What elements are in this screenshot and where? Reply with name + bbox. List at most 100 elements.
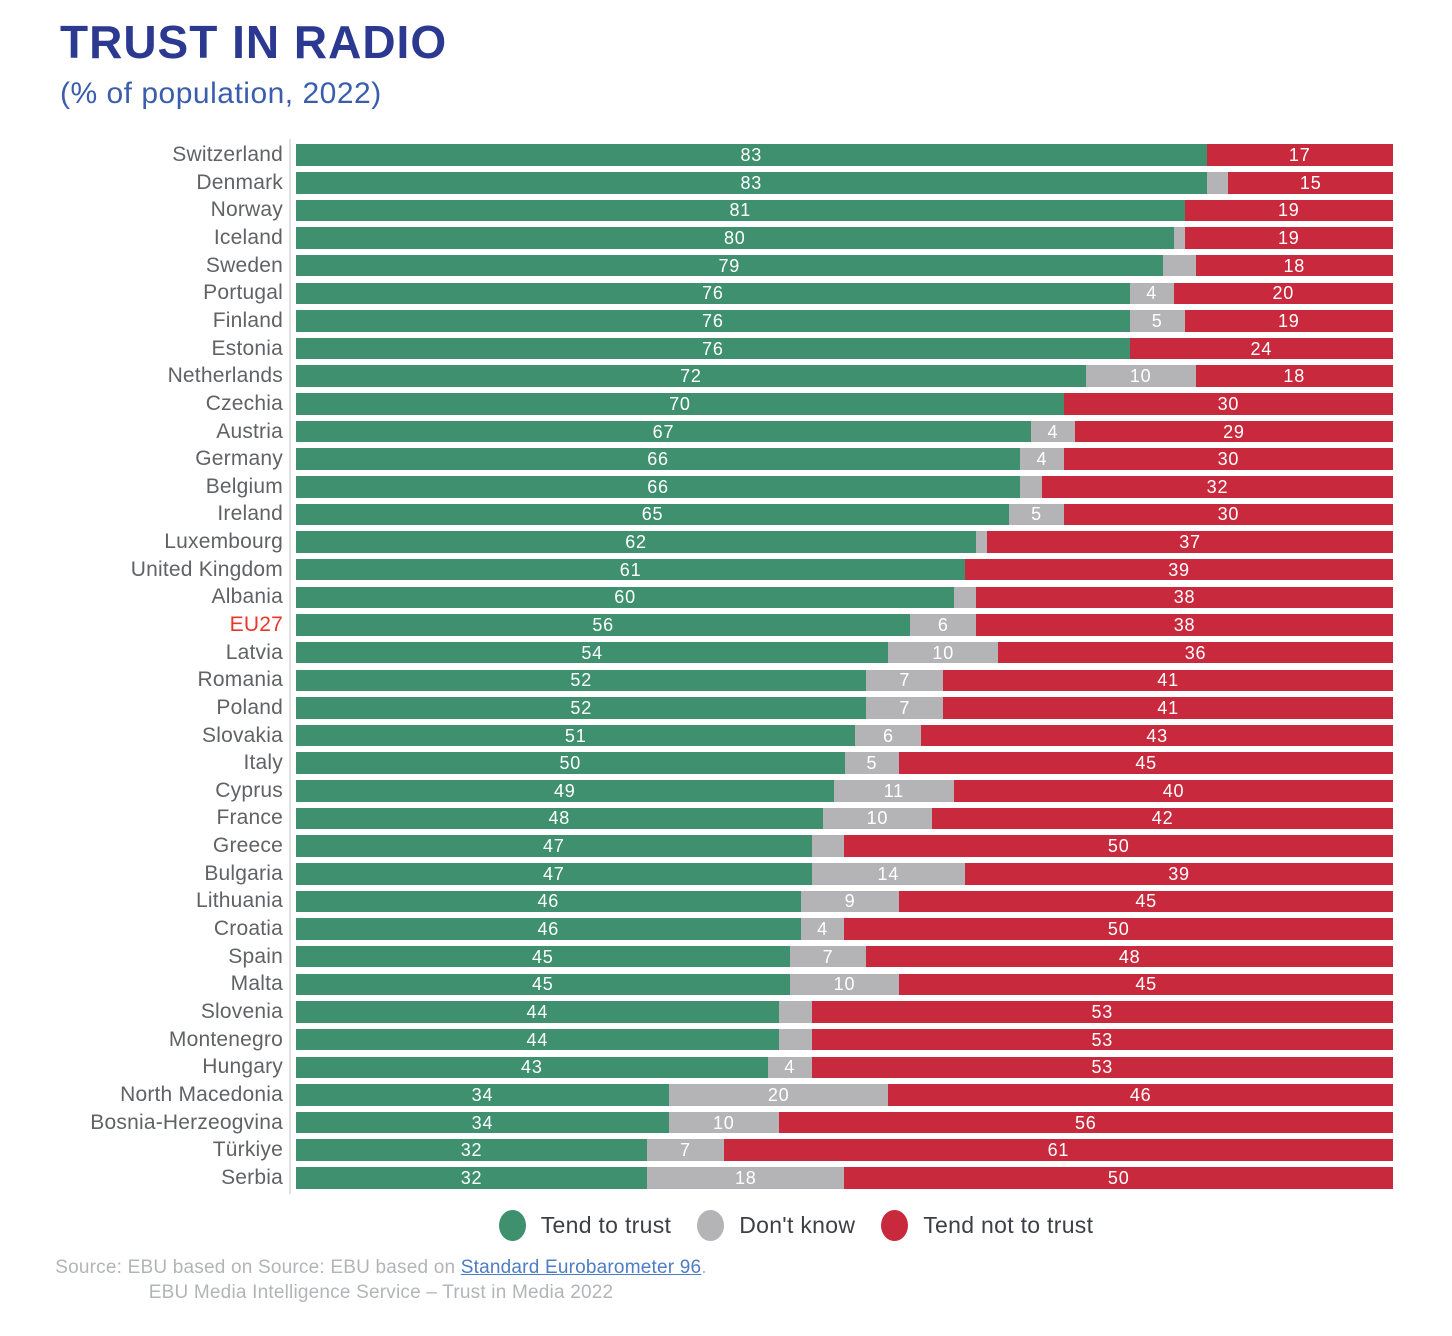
segment-value: 7 xyxy=(680,1140,691,1161)
segment-tend-to-trust: 49 xyxy=(296,780,834,802)
bar-track: 80 19 xyxy=(296,227,1393,249)
legend-item-dont-know: Don't know xyxy=(697,1209,855,1241)
segment-value: 5 xyxy=(866,753,878,774)
chart-row: Norway 81 19 xyxy=(0,197,1452,225)
segment-value: 83 xyxy=(740,172,763,193)
segment-value: 30 xyxy=(1217,393,1240,414)
segment-value: 50 xyxy=(559,753,582,774)
segment-tend-not-to-trust: 19 xyxy=(1184,199,1393,222)
country-label: Bosnia-Herzeogvina xyxy=(90,1110,283,1134)
segment-tend-not-to-trust: 50 xyxy=(844,1167,1393,1189)
segment-value: 34 xyxy=(471,1084,494,1105)
chart-row: United Kingdom 61 39 xyxy=(0,556,1452,584)
segment-tend-to-trust: 79 xyxy=(296,254,1163,277)
chart-row: Luxembourg 62 37 xyxy=(0,528,1452,556)
chart-row: Netherlands 72 10 18 xyxy=(0,362,1452,390)
bar-track: 44 53 xyxy=(296,1001,1393,1023)
bar-track: 52 7 41 xyxy=(296,669,1393,692)
chart-row: Finland 76 5 19 xyxy=(0,307,1452,335)
segment-tend-to-trust: 47 xyxy=(296,835,812,857)
country-label: Denmark xyxy=(196,170,283,194)
segment-tend-to-trust: 32 xyxy=(296,1139,648,1161)
country-label: Estonia xyxy=(211,336,283,360)
segment-value: 10 xyxy=(833,974,856,995)
segment-tend-to-trust: 50 xyxy=(296,752,845,774)
segment-value: 48 xyxy=(1118,946,1141,967)
country-label: Spain xyxy=(228,944,283,968)
segment-value: 36 xyxy=(1184,642,1207,663)
bar-track: 61 39 xyxy=(296,558,1393,581)
segment-value: 10 xyxy=(866,808,889,829)
segment-tend-not-to-trust: 32 xyxy=(1041,476,1393,498)
segment-value: 52 xyxy=(570,697,593,718)
dont-know-dot-icon xyxy=(697,1209,725,1241)
segment-value: 45 xyxy=(1135,974,1157,995)
bar-track: 46 9 45 xyxy=(296,890,1393,913)
bar-track: 49 11 40 xyxy=(296,780,1393,802)
segment-tend-to-trust: 60 xyxy=(296,586,955,609)
country-label: Slovakia xyxy=(202,723,283,747)
bar-track: 62 37 xyxy=(296,531,1393,553)
segment-tend-not-to-trust: 18 xyxy=(1195,365,1393,387)
segment-value: 7 xyxy=(899,697,911,718)
segment-value: 70 xyxy=(669,393,691,414)
segment-tend-not-to-trust: 29 xyxy=(1074,420,1393,443)
segment-value: 50 xyxy=(1107,836,1130,857)
segment-dont-know: 4 xyxy=(767,1056,812,1078)
segment-tend-not-to-trust: 30 xyxy=(1063,503,1393,526)
segment-dont-know xyxy=(811,835,845,857)
page-subtitle: (% of population, 2022) xyxy=(60,77,382,111)
segment-value: 53 xyxy=(1091,1001,1114,1022)
segment-value: 79 xyxy=(718,255,741,276)
segment-value: 6 xyxy=(882,725,894,746)
bar-track: 79 18 xyxy=(296,254,1393,277)
country-label: France xyxy=(216,806,283,830)
segment-tend-not-to-trust: 38 xyxy=(976,586,1393,609)
country-label: Portugal xyxy=(203,281,283,305)
axis-line xyxy=(289,139,291,1194)
country-label: Albania xyxy=(211,585,283,609)
eurobarometer-link[interactable]: Standard Eurobarometer 96 xyxy=(460,1256,702,1278)
bar-track: 76 4 20 xyxy=(296,282,1393,305)
chart-row: EU27 56 6 38 xyxy=(0,611,1452,639)
bar-track: 45 7 48 xyxy=(296,945,1393,968)
segment-tend-not-to-trust: 53 xyxy=(811,1001,1393,1023)
segment-value: 37 xyxy=(1179,532,1201,553)
source-text: Source: EBU based on Source: EBU based o… xyxy=(55,1256,461,1278)
segment-value: 76 xyxy=(702,283,724,304)
chart-rows: Switzerland 83 17 Denmark 83 15 Norway 81 19 Icel… xyxy=(0,141,1452,1191)
chart-row: Lithuania 46 9 45 xyxy=(0,888,1452,916)
segment-value: 42 xyxy=(1151,808,1174,829)
segment-dont-know: 7 xyxy=(647,1139,724,1161)
segment-value: 51 xyxy=(564,725,587,746)
segment-value: 17 xyxy=(1288,145,1311,166)
chart-row: Slovakia 51 6 43 xyxy=(0,722,1452,750)
segment-value: 5 xyxy=(1031,504,1042,525)
segment-dont-know xyxy=(1162,254,1196,277)
country-label: Poland xyxy=(216,695,283,719)
segment-value: 32 xyxy=(460,1140,483,1161)
country-label: Cyprus xyxy=(215,778,283,802)
chart-row: Iceland 80 19 xyxy=(0,224,1452,252)
chart-row: Portugal 76 4 20 xyxy=(0,280,1452,308)
segment-value: 19 xyxy=(1277,200,1300,221)
country-label: Serbia xyxy=(221,1165,283,1189)
segment-tend-to-trust: 34 xyxy=(296,1084,669,1106)
segment-value: 4 xyxy=(1047,421,1059,442)
segment-tend-not-to-trust: 50 xyxy=(844,835,1393,857)
segment-tend-to-trust: 76 xyxy=(296,337,1130,360)
segment-dont-know xyxy=(1206,172,1229,194)
segment-value: 38 xyxy=(1173,615,1196,635)
segment-value: 32 xyxy=(1206,476,1229,497)
segment-value: 20 xyxy=(1272,283,1295,304)
bar-track: 46 4 50 xyxy=(296,918,1393,940)
segment-tend-not-to-trust: 36 xyxy=(998,641,1393,664)
country-label: Bulgaria xyxy=(204,861,283,885)
segment-tend-not-to-trust: 53 xyxy=(811,1056,1393,1078)
chart-row: Albania 60 38 xyxy=(0,584,1452,612)
segment-tend-to-trust: 45 xyxy=(296,945,790,968)
segment-value: 19 xyxy=(1277,310,1300,331)
segment-tend-not-to-trust: 43 xyxy=(921,724,1393,747)
chart-row: North Macedonia 34 20 46 xyxy=(0,1081,1452,1109)
segment-tend-to-trust: 52 xyxy=(296,697,867,719)
